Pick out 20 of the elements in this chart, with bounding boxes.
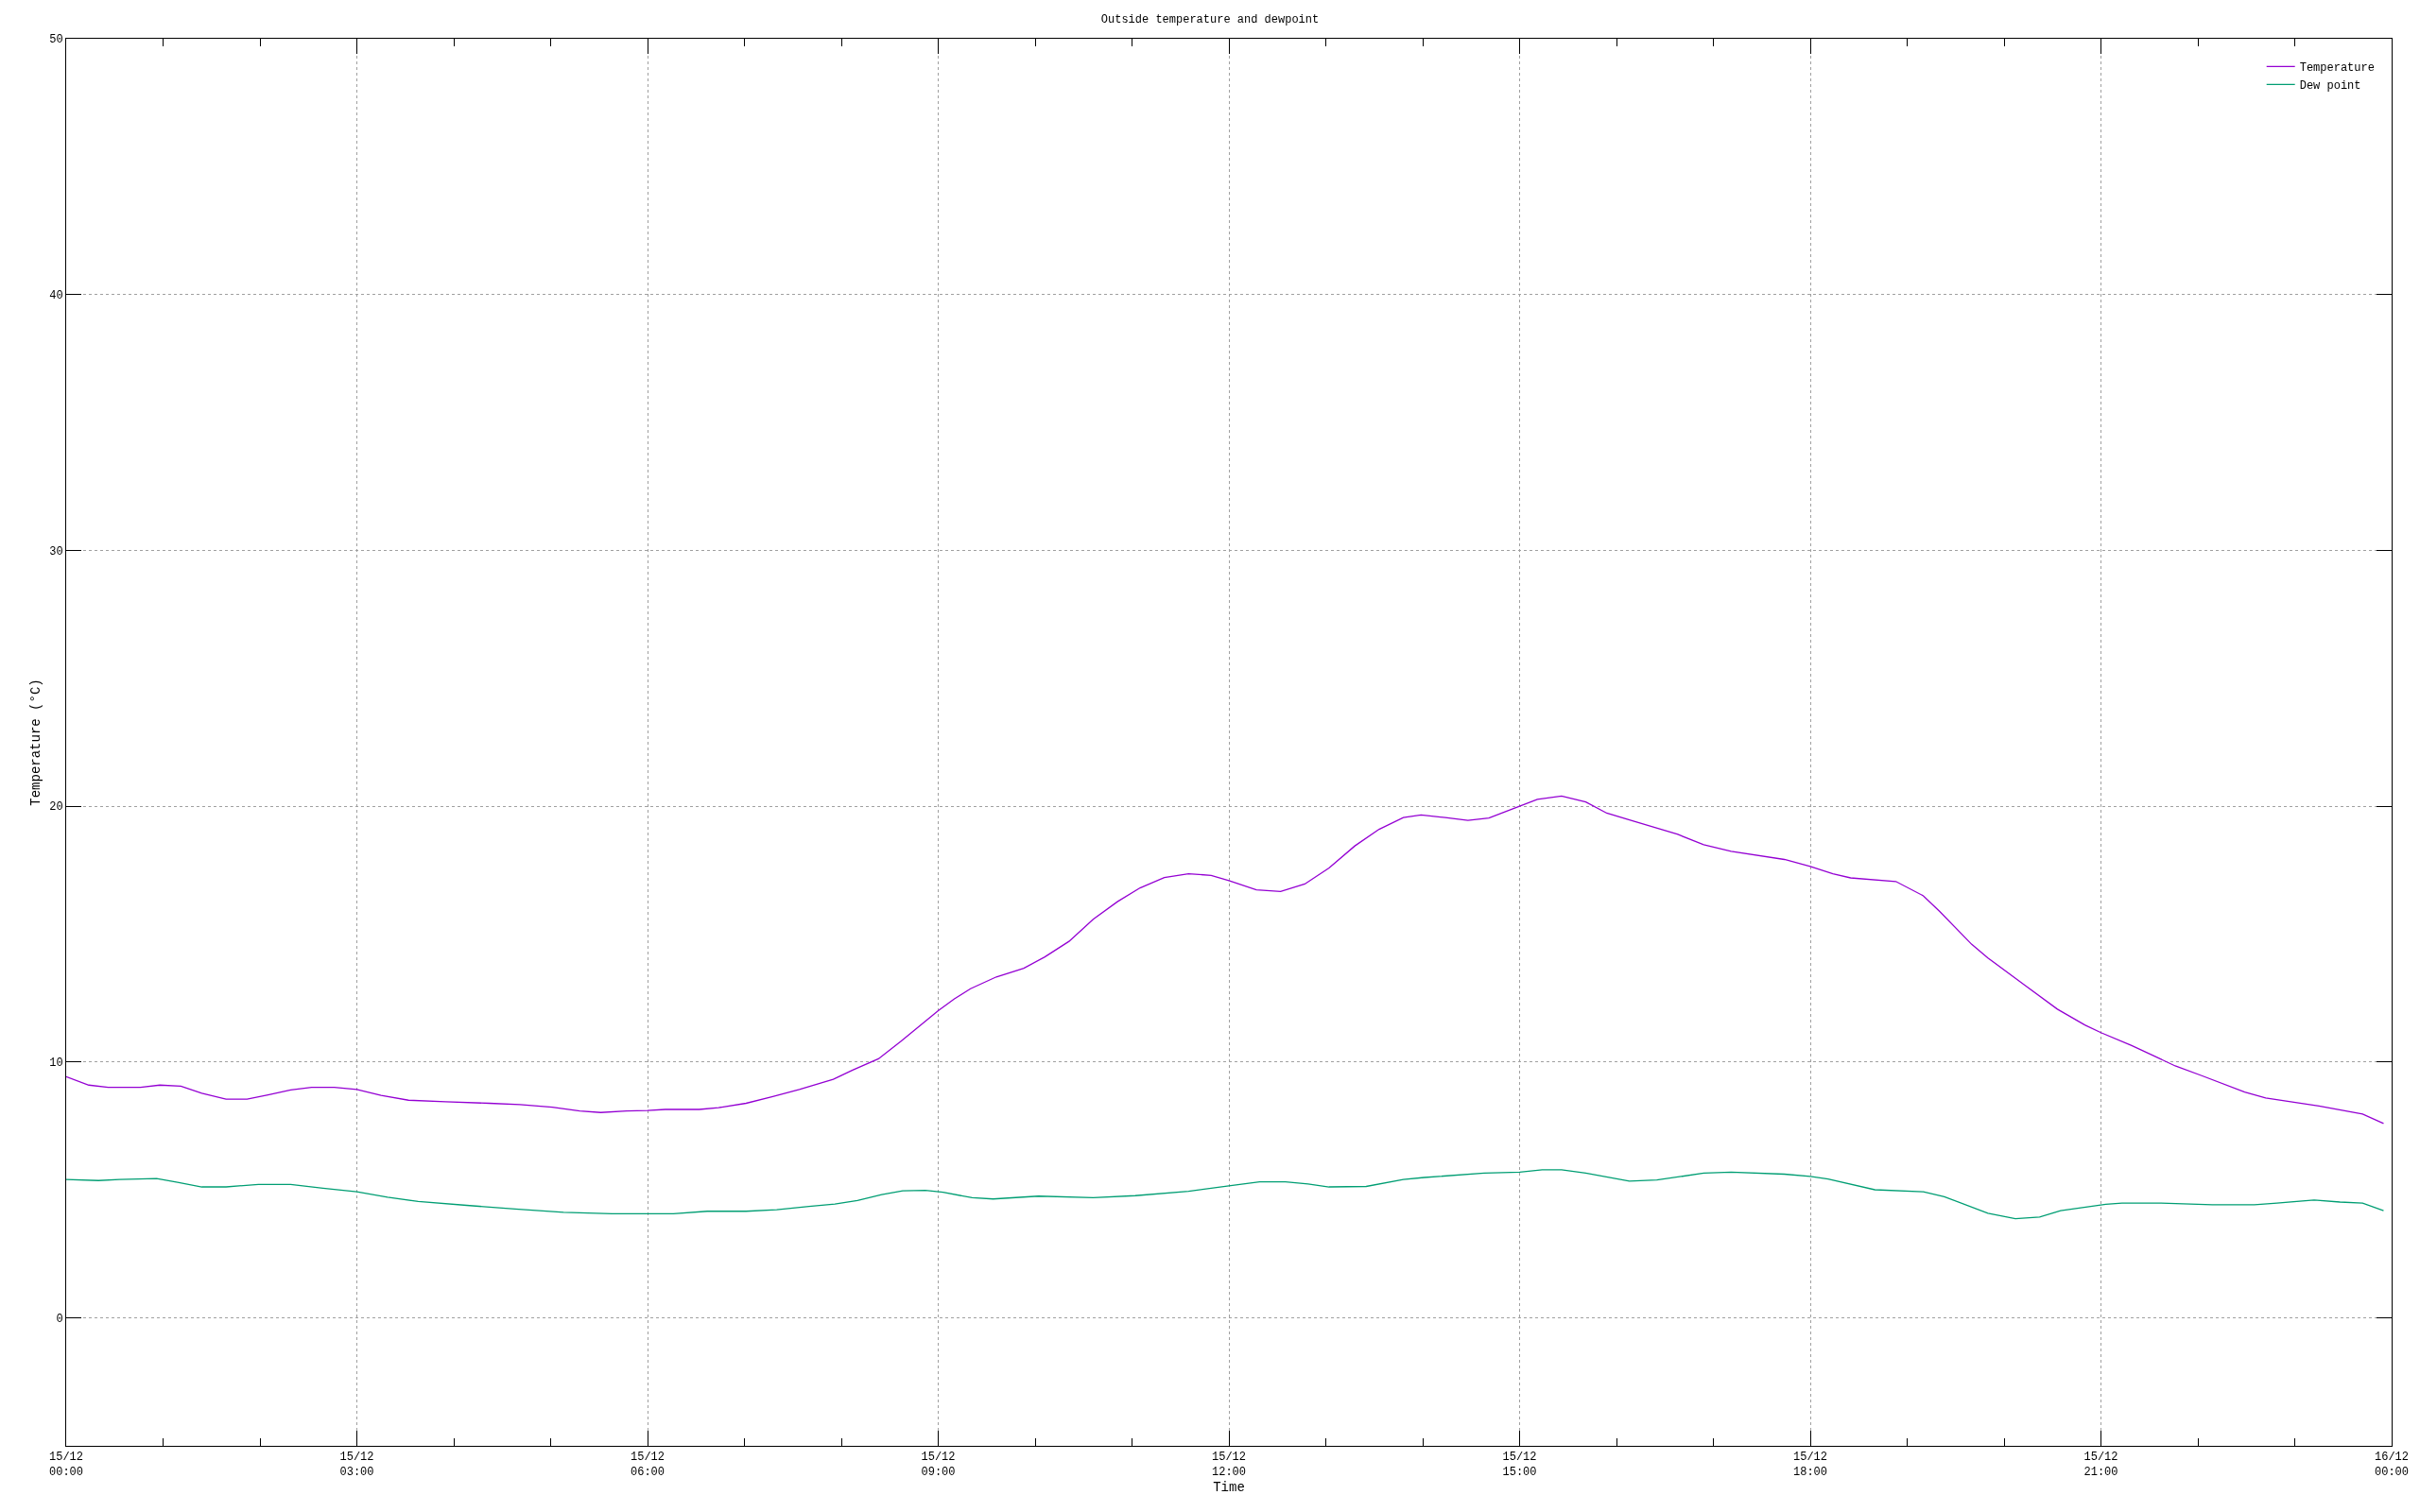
x-tick-label: 15/12 21:00 <box>2083 1451 2118 1479</box>
y-tick-label: 30 <box>49 544 63 558</box>
y-tick-label: 0 <box>56 1312 63 1326</box>
x-tick-label: 16/12 00:00 <box>2374 1451 2410 1479</box>
y-tick-label: 10 <box>49 1057 63 1071</box>
x-tick-label: 15/12 18:00 <box>1792 1451 1828 1479</box>
x-tick-label: 15/12 03:00 <box>339 1451 374 1479</box>
y-axis-title: Temperature (°C) <box>27 679 43 806</box>
y-tick-label: 50 <box>49 33 63 47</box>
chart-title: Outside temperature and dewpoint <box>1100 13 1320 27</box>
x-tick-label: 15/12 12:00 <box>1211 1451 1247 1479</box>
x-tick-label: 15/12 09:00 <box>921 1451 956 1479</box>
legend-label: Dew point <box>2299 79 2361 94</box>
y-tick-label: 20 <box>49 800 63 815</box>
legend-label: Temperature <box>2299 61 2375 76</box>
y-tick-label: 40 <box>49 288 63 302</box>
x-axis-title: Time <box>1213 1480 1245 1496</box>
x-tick-label: 15/12 15:00 <box>1502 1451 1537 1479</box>
x-tick-label: 15/12 00:00 <box>48 1451 84 1479</box>
x-tick-label: 15/12 06:00 <box>630 1451 666 1479</box>
